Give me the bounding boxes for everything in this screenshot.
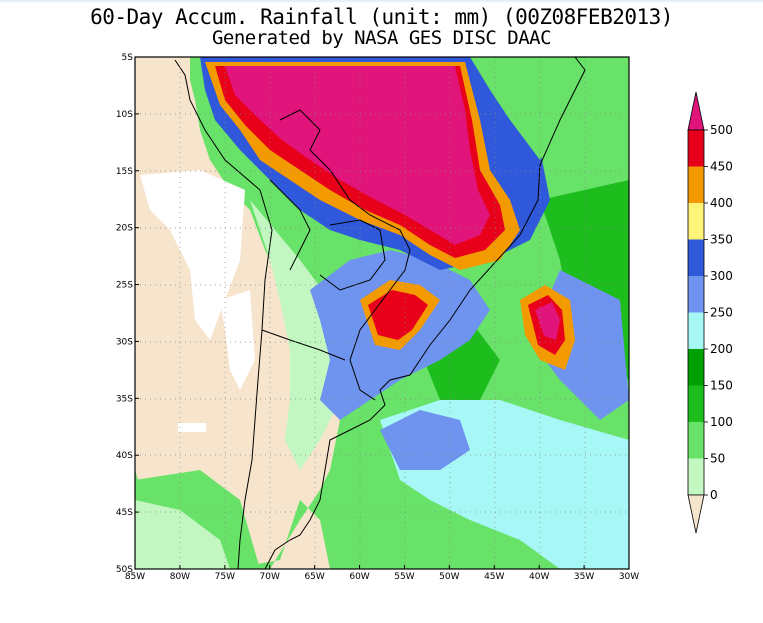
lon-tick-label: 80W xyxy=(170,572,190,582)
map-frame xyxy=(134,56,630,570)
longitude-axis: 85W 80W 75W 70W 65W 60W 55W 50W 45W 40W 35W 30W xyxy=(125,565,639,582)
lat-tick-label: 30S xyxy=(116,337,133,347)
legend-swatch xyxy=(688,458,704,495)
legend-swatch xyxy=(688,130,704,167)
lat-tick-label: 45S xyxy=(116,508,133,518)
lon-tick-label: 55W xyxy=(394,572,414,582)
legend-value-label: 350 xyxy=(710,233,733,247)
lat-tick-label: 10S xyxy=(116,110,133,120)
map-title: 60-Day Accum. Rainfall (unit: mm) (00Z08… xyxy=(90,5,673,29)
lat-tick-label: 35S xyxy=(116,394,133,404)
graticule xyxy=(135,57,629,569)
legend-color-boxes xyxy=(687,91,705,534)
legend-swatch xyxy=(688,385,704,422)
coastlines-borders xyxy=(174,57,586,569)
lat-tick-label: 50S xyxy=(116,565,133,575)
lon-tick-label: 35W xyxy=(574,572,594,582)
lon-tick-label: 40W xyxy=(529,572,549,582)
lon-tick-label: 70W xyxy=(260,572,280,582)
lat-tick-label: 25S xyxy=(116,281,133,291)
legend-overflow-arrow xyxy=(687,91,705,131)
rainfall-field xyxy=(135,57,629,569)
legend-value-label: 0 xyxy=(710,488,718,502)
lon-tick-label: 60W xyxy=(349,572,369,582)
legend-underflow-arrow xyxy=(687,494,705,534)
legend-swatch xyxy=(688,276,704,313)
legend-value-label: 250 xyxy=(710,306,733,320)
lat-tick-label: 40S xyxy=(116,451,133,461)
lon-tick-label: 85W xyxy=(125,572,145,582)
legend-value-label: 400 xyxy=(710,196,733,210)
legend-swatch xyxy=(688,349,704,386)
lat-tick-label: 20S xyxy=(116,224,133,234)
legend-value-label: 300 xyxy=(710,269,733,283)
legend-labels: 0 50 100 150 200 250 300 350 400 450 500 xyxy=(704,123,733,502)
legend-value-label: 50 xyxy=(710,452,725,466)
legend-value-label: 100 xyxy=(710,415,733,429)
legend-swatch xyxy=(688,312,704,349)
legend-value-label: 450 xyxy=(710,160,733,174)
lat-tick-label: 15S xyxy=(116,167,133,177)
legend-value-label: 200 xyxy=(710,342,733,356)
latitude-axis: 5S 10S 15S 20S 25S 30S 35S 40S 45S 50S xyxy=(116,53,139,575)
legend-swatch xyxy=(688,239,704,276)
lon-tick-label: 30W xyxy=(619,572,639,582)
lon-tick-label: 65W xyxy=(304,572,324,582)
legend-swatch xyxy=(688,203,704,240)
lat-tick-label: 5S xyxy=(122,53,134,63)
legend-value-label: 500 xyxy=(710,123,733,137)
legend-value-label: 150 xyxy=(710,379,733,393)
lon-tick-label: 75W xyxy=(215,572,235,582)
lon-tick-label: 50W xyxy=(439,572,459,582)
map-subtitle: Generated by NASA GES DISC DAAC xyxy=(211,27,552,49)
legend-swatch xyxy=(688,422,704,459)
legend-swatch xyxy=(688,166,704,203)
lon-tick-label: 45W xyxy=(484,572,504,582)
top-border xyxy=(0,0,763,2)
